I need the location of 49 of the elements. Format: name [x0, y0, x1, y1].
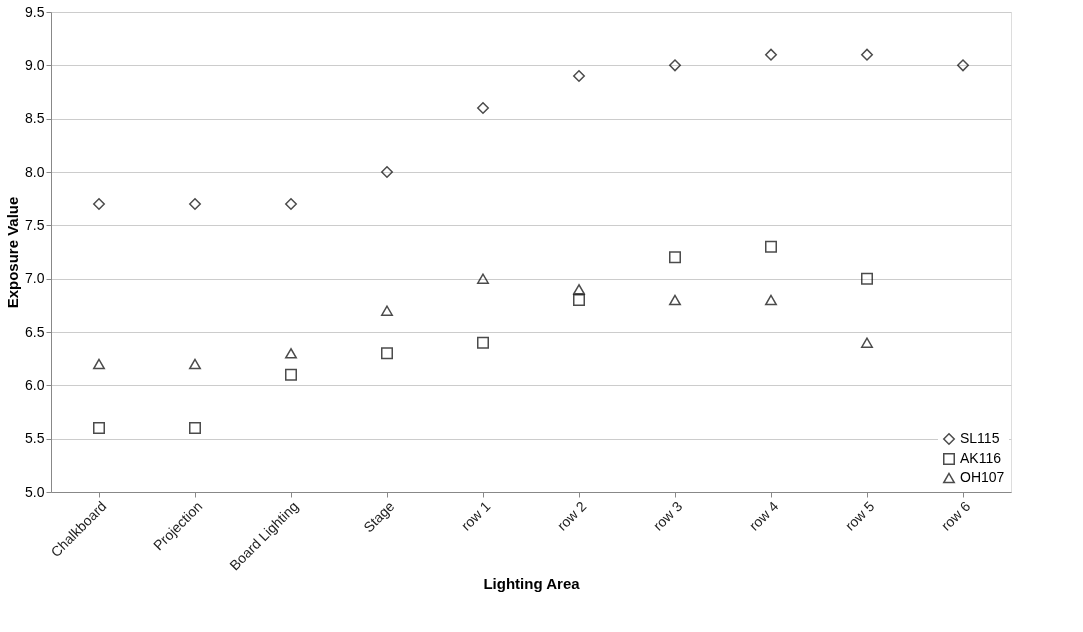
point [669, 294, 681, 306]
y-tick-label: 5.0 [25, 483, 45, 500]
point [861, 272, 873, 285]
point [477, 102, 489, 114]
point [189, 358, 201, 370]
point [93, 358, 105, 370]
y-tick-label: 9.0 [25, 56, 45, 73]
point [189, 422, 201, 434]
point [189, 198, 201, 210]
y-tick-label: 6.5 [25, 323, 45, 340]
point [765, 294, 777, 306]
legend-label: AK116 [960, 450, 1002, 466]
point [573, 294, 585, 306]
point [957, 59, 969, 72]
point [381, 347, 393, 360]
x-tick-label: row 4 [745, 497, 782, 534]
x-tick-label: row 1 [457, 497, 494, 534]
point [573, 70, 585, 82]
y-tick-label: 9.5 [25, 3, 45, 20]
point [669, 59, 681, 72]
y-axis-title: Exposure Value [4, 196, 22, 309]
point [861, 337, 873, 348]
x-axis-title: Lighting Area [483, 575, 581, 593]
x-tick-label: row 5 [841, 497, 878, 534]
point [93, 198, 105, 210]
point [573, 284, 585, 295]
x-tick-label: row 3 [649, 497, 686, 534]
y-tick-label: 8.0 [25, 163, 45, 180]
y-tick-label: 5.5 [25, 430, 45, 447]
point [765, 240, 777, 253]
x-tick-label: row 6 [937, 497, 974, 534]
point [381, 305, 393, 316]
point [765, 48, 777, 61]
y-tick-label: 8.5 [25, 110, 45, 127]
point [285, 198, 297, 210]
y-tick-label: 7.0 [25, 270, 45, 287]
point [285, 348, 297, 359]
legend-label: OH107 [960, 469, 1005, 485]
y-tick-label: 6.0 [25, 376, 45, 393]
legend-label: SL115 [960, 430, 1000, 446]
point [285, 368, 297, 381]
point [93, 422, 105, 434]
point [861, 48, 873, 61]
x-tick-label: row 2 [553, 497, 590, 534]
point [381, 166, 393, 178]
point [669, 251, 681, 264]
y-tick-label: 7.5 [25, 216, 45, 233]
point [477, 273, 489, 284]
point [477, 336, 489, 349]
